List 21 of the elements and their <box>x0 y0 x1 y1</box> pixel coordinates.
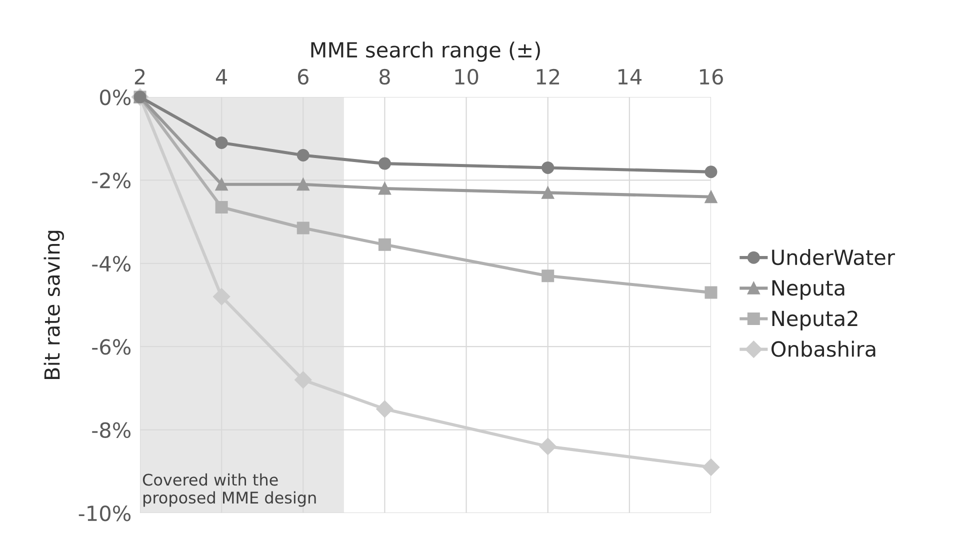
y-tick-label: -4% <box>92 256 131 272</box>
y-tick-label: -10% <box>78 505 131 522</box>
x-tick-label: 6 <box>298 68 308 85</box>
y-tick-label: -6% <box>92 339 131 355</box>
y-axis-title: Bit rate saving <box>44 230 64 379</box>
x-tick-label: 2 <box>134 68 145 84</box>
y-tick-label: -2% <box>92 172 131 188</box>
legend-label: Neputa2 <box>772 310 858 330</box>
y-tick-label: 0% <box>100 89 131 106</box>
x-tick-label: 16 <box>700 68 723 85</box>
y-tick-label: -8% <box>92 422 131 438</box>
x-tick-label: 10 <box>455 68 478 85</box>
x-tick-label: 8 <box>380 68 390 85</box>
band-label: Covered with the proposed MME design <box>142 473 316 507</box>
legend-label: Neputa <box>772 280 844 300</box>
x-tick-label: 14 <box>618 69 642 84</box>
legend-label: UnderWater <box>772 249 895 266</box>
x-tick-label: 12 <box>536 68 560 84</box>
legend-label: Onbashira <box>772 340 876 357</box>
x-axis-title: MME search range (±) <box>311 42 540 62</box>
x-tick-label: 4 <box>216 69 228 84</box>
